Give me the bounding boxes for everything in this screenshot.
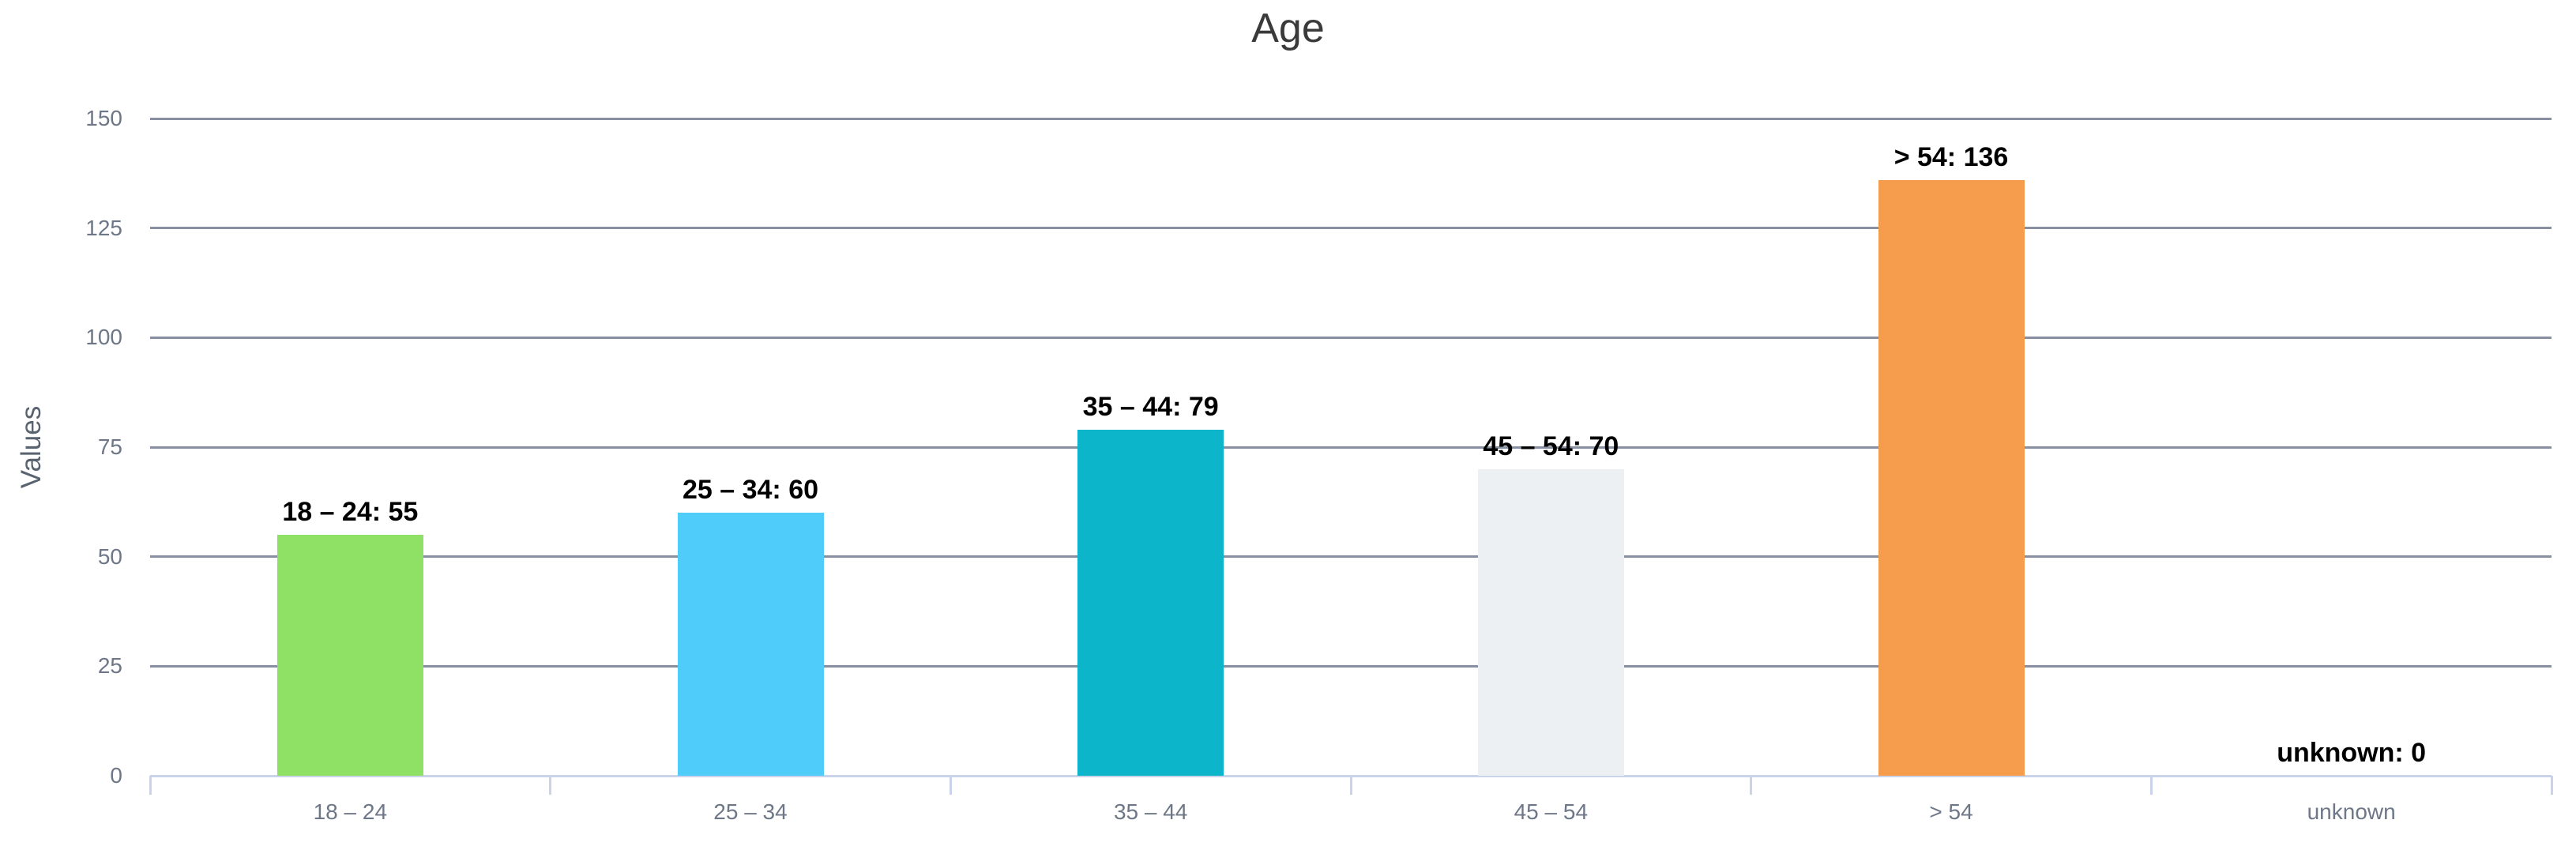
bar-data-label: unknown: 0 bbox=[2277, 738, 2427, 768]
grid-line bbox=[150, 227, 2552, 230]
x-axis-category-label: unknown bbox=[2307, 799, 2396, 824]
x-axis-category-label: 25 – 34 bbox=[713, 799, 788, 824]
x-axis-category-label: 45 – 54 bbox=[1514, 799, 1589, 824]
bar[interactable] bbox=[1878, 179, 2025, 776]
bar-data-label: 18 – 24: 55 bbox=[282, 496, 419, 527]
bar-data-label: 35 – 44: 79 bbox=[1082, 391, 1219, 422]
bar[interactable] bbox=[276, 534, 423, 776]
bar-data-label: > 54: 136 bbox=[1893, 141, 2009, 172]
grid-line bbox=[150, 336, 2552, 339]
x-axis-tick bbox=[1750, 776, 1753, 795]
x-axis-tick bbox=[549, 776, 552, 795]
bar[interactable] bbox=[1077, 429, 1224, 776]
y-axis-tick-label: 150 bbox=[85, 106, 122, 130]
x-axis-category-label: 35 – 44 bbox=[1113, 799, 1188, 824]
x-axis-tick bbox=[2149, 776, 2153, 795]
grid-line bbox=[150, 664, 2552, 668]
x-axis-category-label: > 54 bbox=[1929, 799, 1973, 824]
y-axis-tick-label: 100 bbox=[85, 325, 122, 350]
y-axis-tick-label: 125 bbox=[85, 215, 122, 240]
grid-line bbox=[150, 117, 2552, 120]
x-axis-tick bbox=[1349, 776, 1352, 795]
x-axis-tick bbox=[2550, 776, 2553, 795]
bar-data-label: 25 – 34: 60 bbox=[682, 475, 819, 506]
bar[interactable] bbox=[1477, 468, 1624, 776]
x-axis-tick bbox=[949, 776, 952, 795]
x-axis-tick bbox=[149, 776, 152, 795]
y-axis-tick-label: 75 bbox=[97, 434, 122, 459]
y-axis-tick-label: 0 bbox=[110, 763, 122, 788]
grid-line bbox=[150, 555, 2552, 559]
y-axis-tick-label: 25 bbox=[97, 653, 122, 679]
grid-line bbox=[150, 446, 2552, 449]
bar-data-label: 45 – 54: 70 bbox=[1483, 431, 1619, 461]
chart-title: Age bbox=[1251, 6, 1325, 51]
y-axis-tick-label: 50 bbox=[97, 543, 122, 569]
bar[interactable] bbox=[677, 513, 824, 776]
x-axis-category-label: 18 – 24 bbox=[313, 799, 388, 824]
